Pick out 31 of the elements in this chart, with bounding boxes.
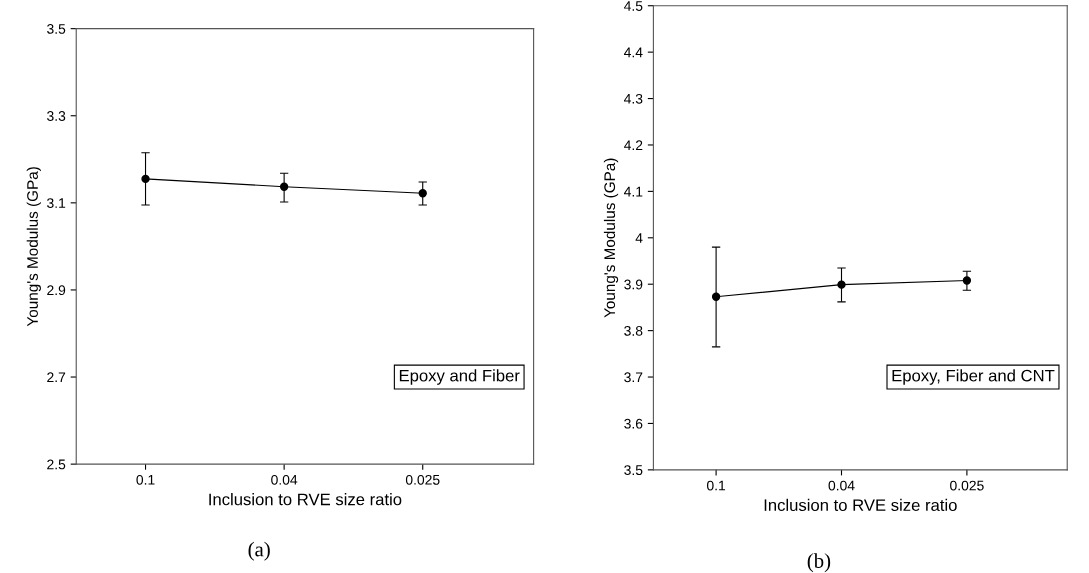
y-tick-label: 4 (635, 233, 643, 243)
y-tick-label: 3.8 (624, 325, 643, 336)
y-tick-label: 3.1 (47, 198, 66, 209)
y-tick-label: 2.9 (47, 285, 66, 296)
x-tick-label: 0.025 (950, 480, 984, 491)
y-tick-label: 4.2 (624, 140, 643, 150)
y-tick-label: 4.3 (624, 93, 643, 104)
y-tick-label: 3.3 (47, 111, 66, 121)
x-tick-label: 0.1 (706, 480, 726, 491)
x-tick-label: 0.025 (405, 474, 440, 485)
y-tick-label: 3.9 (624, 279, 643, 290)
y-tick-label: 3.6 (624, 418, 643, 429)
y-tick-label: 3.5 (624, 465, 643, 476)
y-axis-title: Young's Modulus (GPa) (603, 158, 619, 318)
annotation: Epoxy and Fiber (399, 369, 520, 385)
y-tick-label: 3.7 (624, 372, 643, 383)
y-tick-label: 2.7 (47, 372, 66, 383)
y-axis-title: Young's Modulus (GPa) (26, 167, 41, 327)
x-axis-title: Inclusion to RVE size ratio (209, 493, 402, 506)
y-tick-label: 4.1 (624, 186, 643, 197)
x-tick-label: 0.04 (828, 480, 855, 491)
x-tick-label: 0.1 (136, 474, 155, 485)
y-tick-label: 2.5 (47, 459, 66, 470)
y-tick-label: 4.4 (624, 47, 643, 58)
annotation: Epoxy, Fiber and CNT (892, 369, 1055, 385)
text: (a) (248, 541, 270, 561)
text: (b) (807, 553, 831, 573)
y-tick-label: 4.5 (624, 1, 643, 11)
y-tick-label: 3.5 (47, 23, 66, 34)
x-axis-title: Inclusion to RVE size ratio (764, 498, 957, 512)
x-tick-label: 0.04 (271, 474, 298, 485)
